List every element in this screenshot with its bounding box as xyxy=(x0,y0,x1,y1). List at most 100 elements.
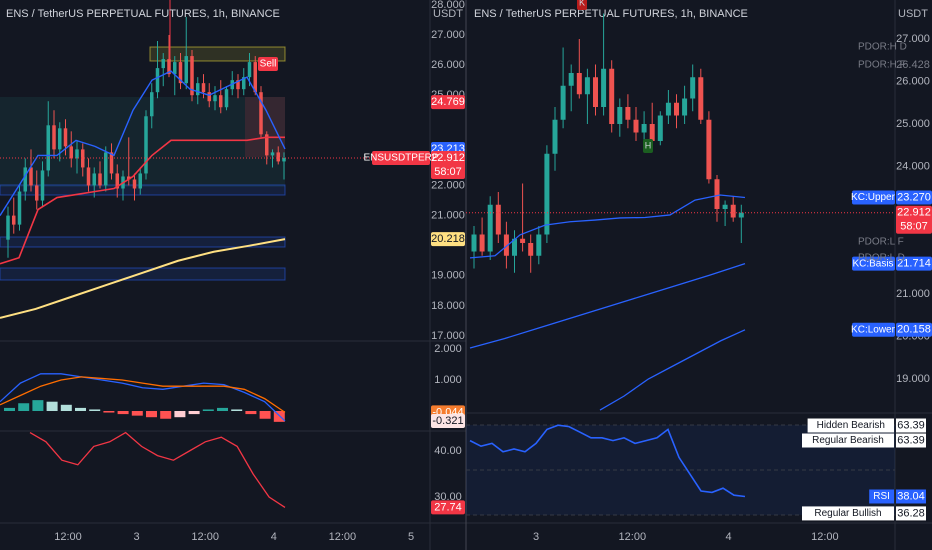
macd-histogram-bar xyxy=(89,409,101,411)
candle-body xyxy=(625,107,631,120)
price-badge xyxy=(896,322,932,337)
rsi-line xyxy=(29,431,286,508)
y-tick-label: 19.000 xyxy=(896,373,930,385)
price-badge xyxy=(896,256,932,271)
rsi-value: 63.39 xyxy=(897,434,925,446)
kc-upper xyxy=(469,194,746,259)
candle-body xyxy=(104,152,108,186)
rsi-tag xyxy=(802,433,894,448)
rsi-tag xyxy=(802,506,894,521)
candle-body xyxy=(657,115,663,141)
rsi-tag-label: Regular Bearish xyxy=(812,435,884,446)
candle-body xyxy=(665,102,671,116)
y-tick-label: 2.000 xyxy=(434,343,462,355)
y-tick-label: 17.000 xyxy=(431,330,465,342)
candle-body xyxy=(242,77,246,90)
macd-histogram-bar xyxy=(103,411,115,413)
y-tick-label: 30.00 xyxy=(434,491,462,503)
candle-body xyxy=(270,152,275,156)
macd-histogram-bar xyxy=(32,400,44,411)
macd-histogram-bar xyxy=(231,409,243,411)
macd-histogram-bar xyxy=(217,407,228,411)
candle-body xyxy=(617,107,623,124)
rsi-value: 38.04 xyxy=(897,490,925,502)
price-badge-label: 20.158 xyxy=(897,324,931,336)
pattern-tag xyxy=(577,0,587,10)
y-tick-label: 24.000 xyxy=(896,160,930,172)
kc-basis xyxy=(469,263,746,349)
x-tick-label: 4 xyxy=(271,531,277,543)
indicator-tag xyxy=(852,190,895,205)
annotation: PDOR:H F xyxy=(858,60,906,71)
candle-body xyxy=(674,102,679,116)
macd-histogram-bar xyxy=(160,411,172,419)
moving-average xyxy=(0,238,286,319)
x-tick-label: 12:00 xyxy=(54,531,82,543)
candle-body xyxy=(512,238,517,256)
candle-body xyxy=(178,62,183,84)
candle-body xyxy=(479,234,485,252)
macd-line xyxy=(0,373,286,422)
rsi-value-badge xyxy=(896,418,926,433)
candle-body xyxy=(690,77,696,99)
macd-histogram-bar xyxy=(174,411,186,418)
rsi-tag xyxy=(869,489,894,504)
candle-body xyxy=(155,68,160,93)
countdown: 58:07 xyxy=(900,221,928,233)
candle-body xyxy=(75,149,79,159)
candle-body xyxy=(132,179,137,189)
y-tick-label: 26.000 xyxy=(896,75,930,87)
sell-signal xyxy=(258,57,278,71)
y-tick-label: 27.000 xyxy=(431,29,465,41)
macd-histogram-bar xyxy=(18,403,30,411)
candle-body xyxy=(544,153,550,235)
x-tick-label: 5 xyxy=(408,531,414,543)
candle-body xyxy=(161,59,165,69)
candle-body xyxy=(207,92,211,102)
candle-body xyxy=(253,62,257,93)
candle-body xyxy=(259,92,263,135)
candle-body xyxy=(58,128,62,150)
candle-body xyxy=(196,83,200,96)
candle-body xyxy=(98,173,102,186)
candle-body xyxy=(86,167,91,186)
candle-body xyxy=(714,179,720,209)
zone xyxy=(149,46,286,62)
countdown: 58:07 xyxy=(434,166,462,178)
candle-body xyxy=(12,215,16,225)
candle-body xyxy=(213,95,217,102)
pattern-tag-label: H xyxy=(645,140,652,150)
price-badge xyxy=(431,500,465,515)
x-tick-label: 12:00 xyxy=(619,531,647,543)
indicator-tag xyxy=(852,256,895,271)
y-tick-label: 27.000 xyxy=(896,33,930,45)
zone xyxy=(0,184,286,196)
candle-body xyxy=(173,62,177,75)
candle-body xyxy=(81,149,85,168)
annotation: PDOR:H D xyxy=(858,42,907,53)
indicator-tag xyxy=(852,322,895,337)
right-price-pane xyxy=(469,13,746,411)
kc-lower xyxy=(599,329,746,411)
zone xyxy=(0,267,286,281)
candle-body xyxy=(722,204,728,209)
candle-body xyxy=(17,191,22,225)
price-badge-label: 21.714 xyxy=(897,258,931,270)
price-badge-label: 20.218 xyxy=(431,233,465,245)
x-tick-label: 12:00 xyxy=(329,531,357,543)
candle-body xyxy=(552,119,558,154)
axis-unit: USDT xyxy=(898,8,928,20)
macd-histogram-bar xyxy=(188,411,200,415)
price-badge xyxy=(431,413,465,428)
rsi-tag xyxy=(807,418,894,433)
x-tick-label: 3 xyxy=(533,531,539,543)
candle-body xyxy=(184,56,188,84)
candle-body xyxy=(560,85,566,120)
y-tick-label: 19.000 xyxy=(431,270,465,282)
candle-body xyxy=(528,243,534,256)
candle-body xyxy=(738,212,744,218)
candle-body xyxy=(224,89,229,108)
candle-body xyxy=(536,234,542,256)
candle-body xyxy=(682,98,688,116)
candle-body xyxy=(282,158,286,162)
